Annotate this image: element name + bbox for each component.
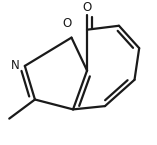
Text: O: O [82, 1, 92, 14]
Text: O: O [62, 17, 71, 30]
Text: N: N [11, 59, 20, 72]
